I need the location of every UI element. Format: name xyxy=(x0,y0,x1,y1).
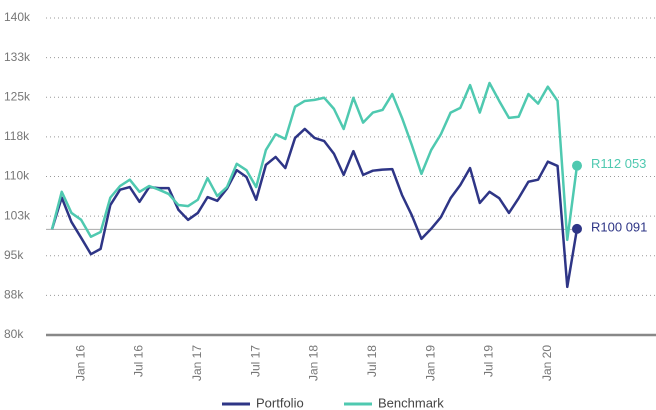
y-tick-label: 140k xyxy=(4,10,31,24)
x-tick-label: Jul 17 xyxy=(248,345,262,377)
y-tick-label: 133k xyxy=(4,50,31,64)
x-tick-label: Jul 18 xyxy=(365,345,379,377)
x-tick-label: Jul 16 xyxy=(132,345,146,377)
series-line xyxy=(50,127,579,289)
x-tick-label: Jan 17 xyxy=(190,345,204,381)
series-line xyxy=(50,81,579,242)
x-tick-label: Jan 16 xyxy=(73,345,87,381)
x-tick-label: Jul 19 xyxy=(482,345,496,377)
value-label: R112 053 xyxy=(591,156,646,171)
x-tick-label: Jan 19 xyxy=(423,345,437,381)
y-tick-label: 95k xyxy=(4,248,24,262)
x-tick-label: Jan 20 xyxy=(540,345,554,381)
end-point xyxy=(572,160,582,171)
end-point xyxy=(572,223,582,234)
value-label: R100 091 xyxy=(591,219,647,234)
y-tick-label: 88k xyxy=(4,288,24,302)
y-tick-label: 125k xyxy=(4,89,31,103)
y-tick-label: 103k xyxy=(4,208,31,222)
y-tick-label: 80k xyxy=(4,327,24,341)
x-tick-label: Jan 18 xyxy=(307,345,321,381)
legend-label: Benchmark xyxy=(378,395,444,410)
y-tick-label: 110k xyxy=(4,169,30,183)
legend-label: Portfolio xyxy=(256,395,304,410)
y-tick-label: 118k xyxy=(4,129,30,143)
